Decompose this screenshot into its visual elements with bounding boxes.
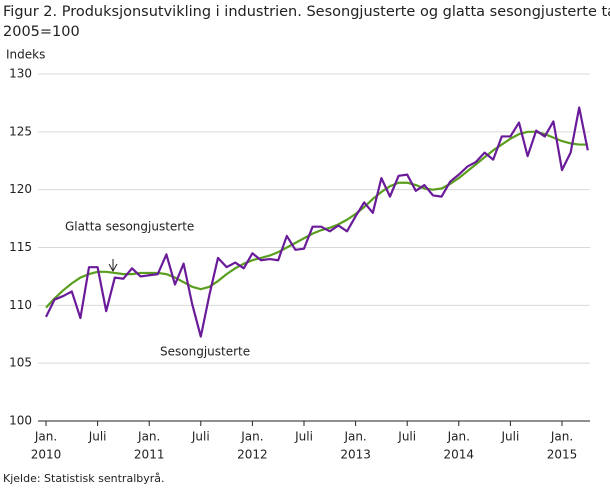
x-tick-label: 2011 xyxy=(134,448,165,462)
annotation: Glatta sesongjusterte xyxy=(65,220,194,234)
y-tick-label: 105 xyxy=(9,356,32,370)
x-tick-label: Jan. xyxy=(34,430,57,444)
y-tick-label: 120 xyxy=(9,182,32,196)
x-tick-label: Juli xyxy=(88,430,107,444)
y-tick-label: 100 xyxy=(9,414,32,428)
x-tick-label: Juli xyxy=(500,430,519,444)
y-tick-label: 125 xyxy=(9,124,32,138)
chart-title: Figur 2. Produksjonsutvikling i industri… xyxy=(3,4,610,20)
source: Kjelde: Statistisk sentralbyrå. xyxy=(3,472,165,485)
annotation-arrowhead xyxy=(108,263,118,273)
y-tick-label: 115 xyxy=(9,240,32,254)
x-tick-label: 2013 xyxy=(340,448,371,462)
x-tick-label: Juli xyxy=(294,430,313,444)
x-tick-label: 2014 xyxy=(444,448,475,462)
y-tick-label: 110 xyxy=(9,298,32,312)
x-tick-label: Jan. xyxy=(447,430,470,444)
x-tick-label: Juli xyxy=(397,430,416,444)
x-tick-label: 2015 xyxy=(547,448,578,462)
x-tick-label: 2012 xyxy=(237,448,268,462)
y-axis-label: Indeks xyxy=(6,48,45,62)
annotation: Sesongjusterte xyxy=(160,345,250,359)
x-tick-label: Jan. xyxy=(343,430,366,444)
series-line xyxy=(45,106,589,338)
chart-subtitle: 2005=100 xyxy=(3,24,80,40)
x-tick-label: Jan. xyxy=(137,430,160,444)
x-tick-label: Jan. xyxy=(240,430,263,444)
y-tick-label: 130 xyxy=(9,67,32,81)
x-tick-label: 2010 xyxy=(31,448,62,462)
x-tick-label: Jan. xyxy=(550,430,573,444)
x-tick-label: Juli xyxy=(191,430,210,444)
